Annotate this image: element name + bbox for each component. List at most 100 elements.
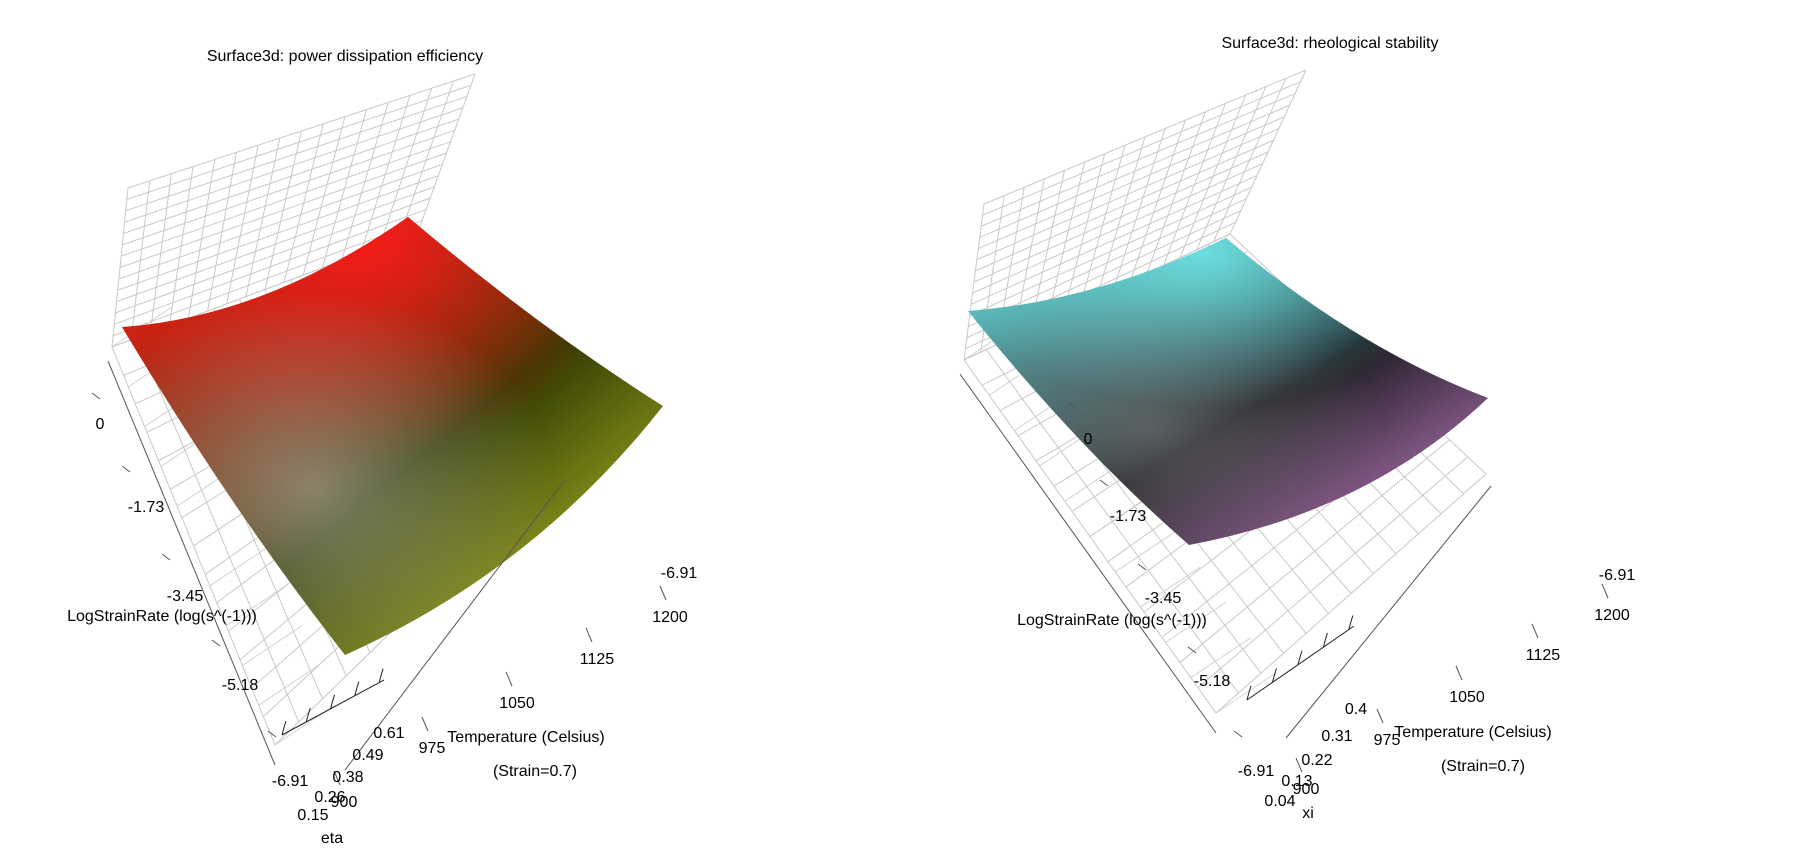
chart-title: Surface3d: power dissipation efficiency bbox=[207, 48, 483, 65]
y-axis-line bbox=[959, 373, 1217, 734]
x-tick-label: 1050 bbox=[1449, 689, 1485, 706]
grid-line bbox=[1089, 496, 1151, 537]
x-tick-mark bbox=[659, 585, 667, 601]
grid-line bbox=[115, 197, 431, 314]
z-tick-label: 0.61 bbox=[373, 725, 404, 742]
grid-line bbox=[126, 84, 472, 200]
y-tick-mark bbox=[1187, 646, 1197, 654]
grid-line bbox=[124, 107, 463, 223]
z-axis-line bbox=[1246, 625, 1355, 701]
grid-line bbox=[978, 116, 1285, 250]
z-tick-label: 0.49 bbox=[352, 747, 383, 764]
y-tick-label: -3.45 bbox=[167, 588, 204, 605]
z-tick-mark bbox=[1246, 685, 1252, 701]
wireframe-grid bbox=[963, 69, 1487, 714]
x-tick-label: 1050 bbox=[499, 695, 535, 712]
grid-line bbox=[114, 208, 427, 325]
x-tick-mark bbox=[585, 627, 593, 643]
z-tick-mark bbox=[378, 668, 384, 683]
x-tick-label: 975 bbox=[1374, 732, 1401, 749]
grid-line bbox=[242, 624, 303, 666]
grid-line bbox=[979, 104, 1290, 238]
chart-panel-xi: Surface3d: rheological stability 0 -1.73… bbox=[906, 0, 1812, 859]
grid-line bbox=[127, 73, 476, 189]
surface-plot-eta: Surface3d: power dissipation efficiency … bbox=[67, 48, 698, 847]
grid-line bbox=[970, 174, 1258, 305]
x-tick-label: 900 bbox=[331, 794, 358, 811]
y-axis-label: LogStrainRate (log(s^(-1))) bbox=[67, 608, 257, 625]
grid-line bbox=[976, 128, 1280, 261]
z-tick-label: 0.26 bbox=[314, 789, 345, 806]
x-axis-subtitle: (Strain=0.7) bbox=[493, 763, 577, 780]
z-tick-mark bbox=[281, 720, 287, 736]
y-tick-mark bbox=[1067, 402, 1077, 410]
grid-line bbox=[969, 186, 1252, 316]
z-tick-mark bbox=[1297, 650, 1303, 665]
grid-line bbox=[972, 163, 1263, 294]
y-tick-mark bbox=[211, 639, 221, 647]
grid-line bbox=[983, 69, 1307, 205]
y-tick-mark bbox=[267, 730, 277, 738]
grid-line bbox=[118, 163, 443, 280]
y-tick-label: -3.45 bbox=[1145, 590, 1182, 607]
z-tick-label: 0.38 bbox=[332, 769, 363, 786]
z-axis-label: eta bbox=[321, 830, 343, 847]
x-axis-label: Temperature (Celsius) bbox=[1394, 724, 1551, 741]
back-tick-label: -6.91 bbox=[661, 565, 698, 582]
grid-line bbox=[975, 139, 1274, 272]
y-tick-mark bbox=[91, 392, 101, 400]
z-axis-label: xi bbox=[1302, 805, 1314, 822]
chart-panel-eta: Surface3d: power dissipation efficiency … bbox=[67, 48, 698, 847]
y-tick-label: 0 bbox=[1084, 431, 1093, 448]
x-tick-label: 900 bbox=[1293, 781, 1320, 798]
y-tick-label: -5.18 bbox=[222, 677, 259, 694]
surface-mesh bbox=[968, 238, 1488, 545]
y-tick-label: -6.91 bbox=[272, 773, 309, 790]
y-tick-mark bbox=[121, 465, 131, 473]
grid-line bbox=[119, 152, 447, 268]
surface-shade bbox=[968, 238, 1488, 545]
grid-line bbox=[258, 664, 319, 706]
x-tick-mark bbox=[1531, 623, 1539, 639]
surface-plot-xi: Surface3d: rheological stability 0 -1.73… bbox=[959, 35, 1635, 822]
grid-line bbox=[968, 198, 1247, 328]
y-tick-label: -6.91 bbox=[1238, 763, 1275, 780]
x-tick-mark bbox=[1376, 708, 1384, 724]
x-axis-label: Temperature (Celsius) bbox=[447, 729, 604, 746]
y-tick-label: -1.73 bbox=[128, 499, 165, 516]
grid-line bbox=[980, 92, 1296, 227]
grid-line bbox=[120, 141, 451, 257]
surface-mesh bbox=[122, 217, 663, 655]
z-tick-label: 0.4 bbox=[1345, 701, 1367, 718]
grid-line bbox=[225, 585, 287, 627]
z-tick-label: 0.31 bbox=[1321, 728, 1352, 745]
z-tick-mark bbox=[1271, 668, 1277, 683]
axes-lines bbox=[91, 360, 667, 786]
z-tick-mark bbox=[1348, 615, 1354, 630]
y-tick-label: -5.18 bbox=[1194, 673, 1231, 690]
z-axis-line bbox=[281, 679, 385, 736]
x-tick-mark bbox=[333, 770, 341, 786]
grid-line bbox=[117, 175, 439, 291]
grid-line bbox=[1114, 531, 1176, 573]
z-tick-mark bbox=[305, 707, 311, 723]
grid-line bbox=[1190, 637, 1252, 679]
x-axis-line bbox=[1285, 485, 1492, 739]
x-tick-mark bbox=[421, 716, 429, 732]
x-tick-label: 975 bbox=[419, 740, 446, 757]
grid-line bbox=[112, 220, 423, 337]
grid-line bbox=[1165, 601, 1226, 643]
chart-title: Surface3d: rheological stability bbox=[1221, 35, 1438, 52]
z-tick-label: 0.15 bbox=[297, 807, 328, 824]
z-tick-label: 0.13 bbox=[1281, 773, 1312, 790]
grid-line bbox=[116, 186, 435, 303]
y-tick-mark bbox=[1099, 479, 1109, 487]
surface-shade bbox=[122, 217, 663, 655]
z-tick-mark bbox=[354, 681, 360, 696]
grid-line bbox=[1140, 566, 1201, 608]
y-axis-label: LogStrainRate (log(s^(-1))) bbox=[1017, 612, 1207, 629]
grid-line bbox=[973, 151, 1269, 283]
x-tick-mark bbox=[1455, 665, 1463, 681]
x-tick-label: 1125 bbox=[580, 651, 615, 668]
axes-lines bbox=[959, 373, 1609, 773]
